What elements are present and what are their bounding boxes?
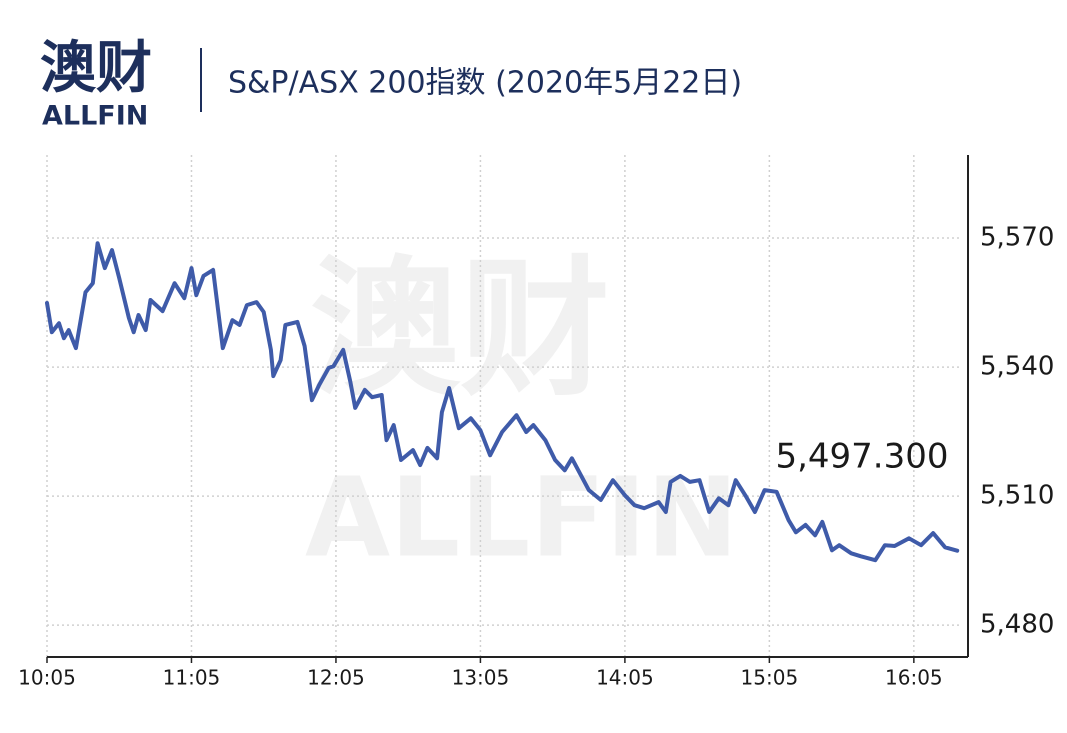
x-tick-label: 15:05	[741, 666, 799, 690]
x-tick-label: 11:05	[163, 666, 221, 690]
logo-name: 澳财	[40, 36, 152, 101]
x-tick-label: 13:05	[452, 666, 510, 690]
logo-brand: ALLFIN	[42, 101, 148, 132]
y-tick-label: 5,540	[980, 352, 1054, 382]
y-tick-label: 5,510	[980, 481, 1054, 511]
chart-title: S&P/ASX 200指数 (2020年5月22日)	[228, 66, 742, 101]
y-tick-label: 5,570	[980, 223, 1054, 253]
x-tick-label: 14:05	[596, 666, 654, 690]
y-tick-label: 5,480	[980, 610, 1054, 640]
x-tick-label: 16:05	[885, 666, 943, 690]
line	[45, 241, 960, 563]
last-value-annotation: 5,497.300	[775, 437, 948, 477]
x-tick-label: 10:05	[18, 666, 76, 690]
watermark-name: 澳财	[310, 243, 610, 417]
watermark-brand: ALLFIN	[305, 453, 738, 581]
x-tick-label: 12:05	[307, 666, 365, 690]
